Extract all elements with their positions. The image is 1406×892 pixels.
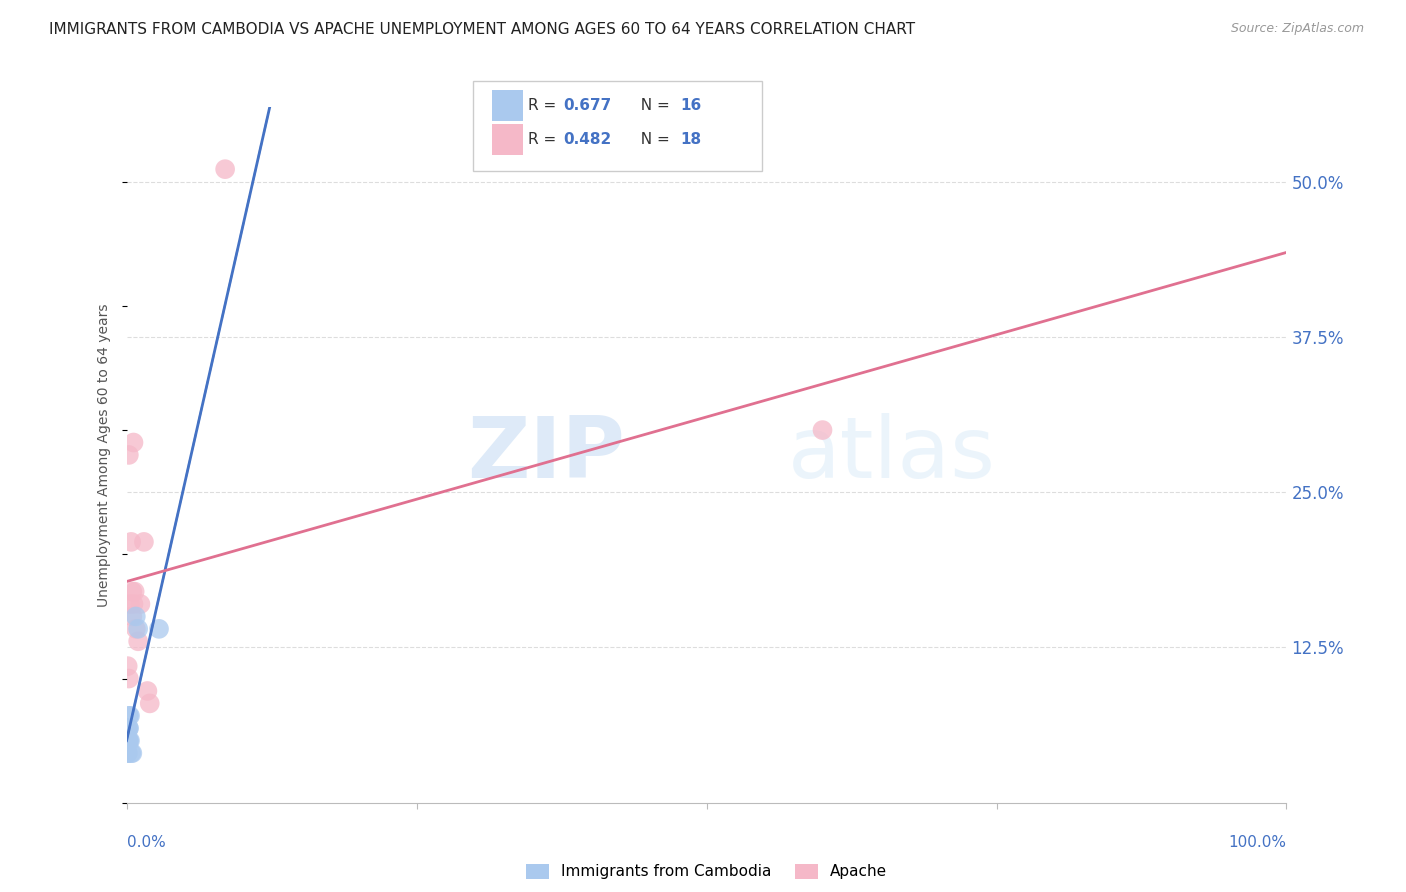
Point xyxy=(117,746,139,760)
Point xyxy=(118,708,141,723)
Text: N =: N = xyxy=(631,98,675,113)
Point xyxy=(118,672,141,686)
Point xyxy=(118,448,141,462)
Point xyxy=(118,733,141,747)
Point xyxy=(118,721,141,735)
Point xyxy=(121,609,143,624)
Text: R =: R = xyxy=(529,98,561,113)
Y-axis label: Unemployment Among Ages 60 to 64 years: Unemployment Among Ages 60 to 64 years xyxy=(97,303,111,607)
Point xyxy=(117,733,139,747)
Text: 0.0%: 0.0% xyxy=(127,836,166,850)
Text: Source: ZipAtlas.com: Source: ZipAtlas.com xyxy=(1230,22,1364,36)
Point xyxy=(118,597,141,611)
Point xyxy=(125,609,148,624)
Text: R =: R = xyxy=(529,132,561,147)
Point xyxy=(118,721,141,735)
Point xyxy=(122,435,145,450)
Point xyxy=(127,622,149,636)
Point xyxy=(117,721,139,735)
Point xyxy=(117,746,139,760)
Point xyxy=(125,622,148,636)
Point xyxy=(118,733,141,747)
Point xyxy=(129,597,152,611)
Legend: Immigrants from Cambodia, Apache: Immigrants from Cambodia, Apache xyxy=(520,857,893,886)
Point xyxy=(118,708,141,723)
Point xyxy=(214,162,236,177)
Point xyxy=(811,423,834,437)
Point xyxy=(120,746,142,760)
Point xyxy=(124,584,146,599)
Text: 0.482: 0.482 xyxy=(564,132,612,147)
Point xyxy=(120,534,142,549)
Text: 0.677: 0.677 xyxy=(564,98,612,113)
Point xyxy=(132,534,155,549)
Text: IMMIGRANTS FROM CAMBODIA VS APACHE UNEMPLOYMENT AMONG AGES 60 TO 64 YEARS CORREL: IMMIGRANTS FROM CAMBODIA VS APACHE UNEMP… xyxy=(49,22,915,37)
Point xyxy=(118,733,141,747)
Text: 16: 16 xyxy=(681,98,702,113)
Point xyxy=(148,622,170,636)
Point xyxy=(127,634,149,648)
Point xyxy=(121,584,143,599)
Text: 100.0%: 100.0% xyxy=(1229,836,1286,850)
Point xyxy=(138,697,162,711)
Text: atlas: atlas xyxy=(787,413,995,497)
Text: N =: N = xyxy=(631,132,675,147)
Point xyxy=(136,684,159,698)
Point xyxy=(121,746,143,760)
Point xyxy=(117,659,139,673)
Text: ZIP: ZIP xyxy=(468,413,626,497)
Text: 18: 18 xyxy=(681,132,702,147)
Point xyxy=(122,597,145,611)
